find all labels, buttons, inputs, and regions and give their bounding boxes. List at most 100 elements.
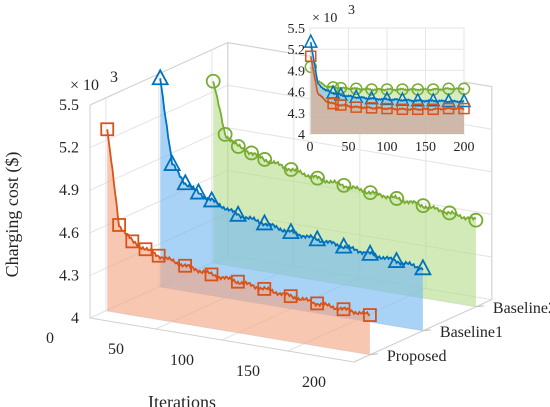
inset-data-point-proposed: [458, 102, 470, 115]
depth-tick-label: Baseline2: [493, 300, 550, 317]
inset-series-proposed: [305, 50, 470, 135]
data-point-baseline1: [151, 68, 170, 86]
inset-data-point-proposed: [427, 103, 439, 116]
inset-line-baseline1: [309, 41, 465, 104]
data-point-baseline1: [334, 236, 353, 254]
data-point-proposed: [336, 302, 351, 317]
y-exponent-power: 3: [110, 69, 118, 86]
depth-tick-label: Baseline1: [440, 324, 503, 341]
data-point-baseline2: [442, 205, 457, 221]
inset-data-point-baseline1: [364, 89, 379, 105]
data-point-proposed: [151, 248, 166, 263]
y-tick-label: 5.2: [59, 140, 79, 157]
data-point-baseline2: [244, 145, 259, 161]
inset-data-point-baseline1: [441, 92, 456, 108]
data-point-baseline2: [257, 152, 273, 167]
y-exponent-label: × 10: [70, 77, 99, 94]
inset-x-tick-label: 150: [415, 140, 436, 155]
data-point-baseline1: [413, 258, 432, 276]
data-point-baseline2: [336, 177, 352, 193]
data-point-baseline2: [415, 198, 431, 214]
inset-data-point-proposed: [381, 102, 393, 115]
depth-tick: [475, 305, 484, 308]
x-tick-label: 50: [108, 341, 124, 358]
x-axis-line: [89, 317, 355, 363]
inset-data-point-proposed: [412, 103, 424, 116]
series-group: [100, 68, 484, 355]
data-point-proposed: [138, 242, 153, 257]
data-point-baseline2: [310, 170, 325, 186]
data-point-proposed: [283, 289, 298, 304]
ribbon-fill-baseline1: [160, 78, 423, 331]
data-point-baseline1: [308, 229, 327, 247]
depth-tick: [369, 353, 378, 356]
data-point-proposed: [204, 267, 219, 282]
data-point-baseline1: [163, 154, 182, 171]
depth-tick: [422, 329, 431, 332]
y-tick-label: 4.3: [59, 267, 79, 284]
inset-data-point-baseline1: [425, 92, 441, 107]
data-point-baseline2: [217, 126, 233, 142]
inset-data-point-baseline2: [380, 83, 394, 96]
inset-y-tick-label: 4: [298, 128, 305, 143]
data-point-proposed: [100, 122, 115, 137]
inset-area-proposed: [310, 56, 464, 135]
inset-data-point-baseline1: [395, 91, 410, 106]
series-baseline1: [151, 68, 432, 331]
data-point-baseline1: [361, 243, 380, 261]
data-point-proposed: [362, 308, 377, 322]
inset-data-point-proposed: [350, 101, 362, 113]
inset-y-tick-label: 4.3: [288, 107, 306, 122]
data-point-proposed: [230, 274, 245, 289]
data-point-baseline2: [205, 73, 221, 89]
y-tick-label: 4.6: [59, 225, 79, 242]
data-point-baseline1: [189, 182, 208, 200]
inset-data-point-baseline1: [410, 92, 426, 107]
inset-y-tick-label: 4.6: [288, 86, 306, 101]
data-point-proposed: [257, 282, 272, 296]
y-tick-label: 4: [71, 310, 79, 327]
y-tick-label: 4.9: [59, 182, 79, 199]
inset-x-tick-label: 200: [454, 140, 475, 155]
y-tick-label: 5.5: [59, 97, 79, 114]
depth-tick-label: Proposed: [387, 348, 447, 365]
x-tick-label: 100: [170, 352, 194, 369]
inset-y-tick-label: 5.5: [288, 22, 306, 37]
data-point-baseline2: [230, 139, 246, 154]
inset-data-point-baseline2: [334, 81, 348, 95]
inset-x-tick-label: 100: [377, 140, 398, 155]
x-tick-label: 150: [236, 363, 260, 380]
data-point-proposed: [125, 234, 140, 249]
inset-data-point-proposed: [305, 50, 317, 63]
data-point-baseline2: [468, 212, 484, 228]
inset-data-point-baseline2: [349, 82, 363, 96]
inset-data-point-baseline1: [303, 33, 318, 48]
inset-data-point-proposed: [442, 102, 455, 115]
inset-data-point-baseline2: [365, 83, 378, 96]
data-point-baseline2: [283, 162, 299, 177]
data-point-proposed: [310, 296, 325, 311]
inset-chart: 0 50 100 150 200 4 4.3 4.6 4.9 5.2 5.5 × 10 3: [288, 3, 475, 155]
data-point-baseline1: [387, 251, 406, 268]
y-axis-label: Charging cost ($): [2, 152, 23, 278]
axes: 4 4.3 4.6 4.9 5.2 5.5 × 10 3 Charging cost ($) 0 5…: [2, 69, 550, 407]
inset-exponent-power: 3: [348, 3, 355, 18]
series-proposed: [100, 122, 377, 355]
data-point-baseline1: [281, 222, 300, 240]
backwall-gridline-y: [227, 127, 492, 173]
data-point-proposed: [178, 258, 193, 273]
ribbon-fill-proposed: [107, 129, 370, 355]
data-point-baseline2: [389, 191, 405, 206]
x-tick-label: 0: [46, 330, 54, 347]
inset-data-point-proposed: [396, 103, 409, 116]
inset-data-point-proposed: [327, 97, 339, 110]
inset-y-tick-label: 5.2: [288, 43, 306, 58]
data-point-baseline1: [229, 204, 248, 222]
inset-exponent-label: × 10: [312, 11, 337, 26]
data-point-baseline1: [202, 190, 221, 208]
inset-data-point-baseline2: [396, 83, 409, 96]
data-point-baseline1: [255, 213, 274, 231]
x-tick-label: 200: [302, 374, 326, 391]
inset-data-point-baseline1: [379, 90, 395, 106]
